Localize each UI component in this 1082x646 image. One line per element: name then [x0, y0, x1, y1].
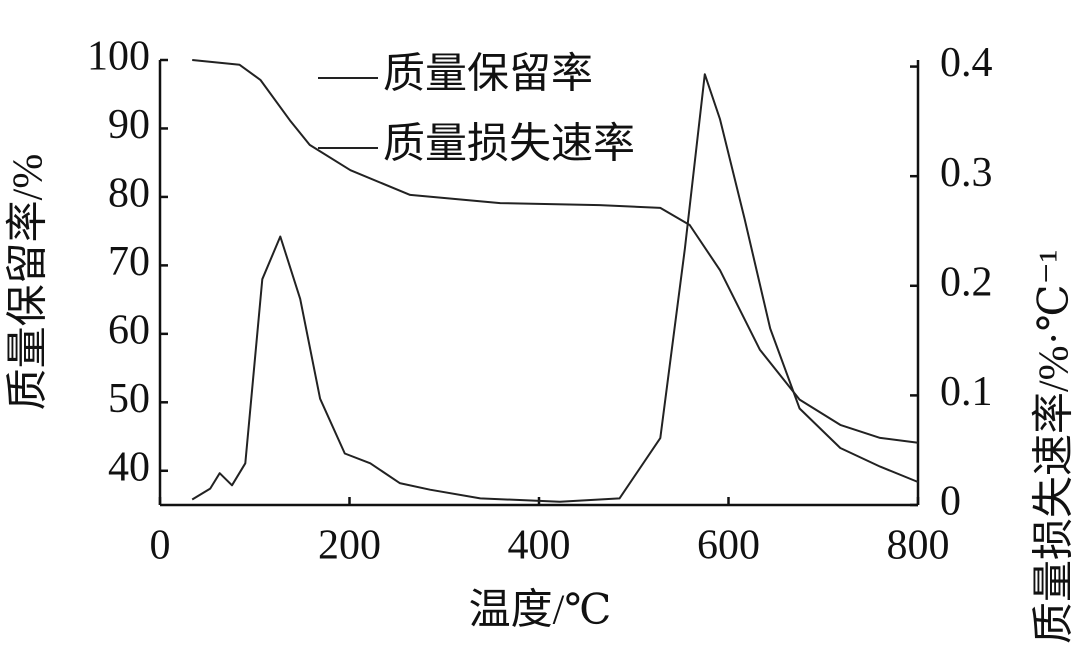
- x-axis-label: 温度/℃: [469, 588, 612, 634]
- y-axis-label: 质量保留率/%: [5, 154, 52, 411]
- x-tick-label: 0: [150, 523, 171, 569]
- y2-tick-label: 0: [940, 479, 961, 525]
- x-tick-label: 800: [887, 523, 950, 569]
- y-tick-label: 50: [108, 376, 150, 422]
- legend-label: 质量保留率: [383, 51, 593, 98]
- y-tick-label: 90: [108, 102, 150, 148]
- x-tick-label: 400: [508, 523, 571, 569]
- y2-axis-label: 质量损失速率/%·℃⁻¹: [1031, 250, 1078, 644]
- x-tick-label: 600: [697, 523, 760, 569]
- y-tick-label: 60: [108, 307, 150, 353]
- y2-tick-label: 0.3: [940, 150, 993, 196]
- y2-tick-label: 0.2: [940, 259, 993, 305]
- y-tick-label: 40: [108, 444, 150, 490]
- y-tick-label: 100: [87, 34, 150, 80]
- legend-label: 质量损失速率: [383, 121, 635, 168]
- x-tick-label: 200: [318, 523, 381, 569]
- y-tick-label: 70: [108, 239, 150, 285]
- y-tick-label: 80: [108, 171, 150, 217]
- data-line: [191, 73, 919, 503]
- y2-tick-label: 0.4: [940, 40, 993, 86]
- data-line: [192, 59, 919, 444]
- y2-tick-label: 0.1: [940, 369, 993, 415]
